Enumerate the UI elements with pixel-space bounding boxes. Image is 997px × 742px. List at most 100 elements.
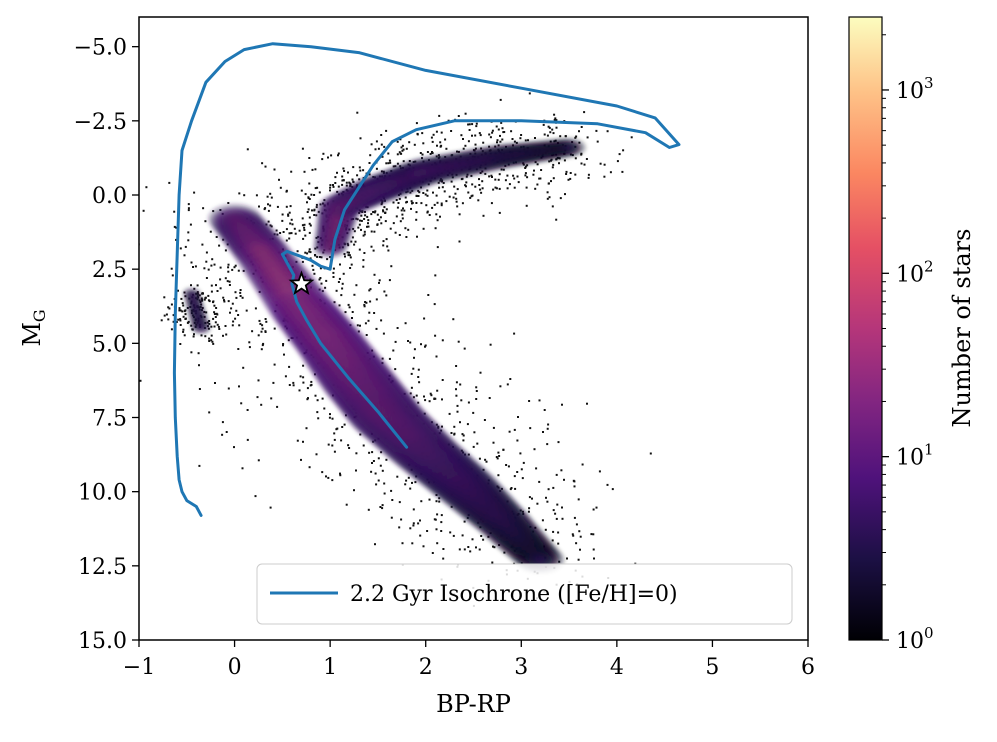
scatter-point [425, 204, 428, 207]
scatter-point [398, 234, 401, 236]
scatter-point [369, 288, 372, 291]
scatter-point [482, 538, 485, 541]
scatter-point [426, 211, 429, 214]
scatter-point [395, 199, 398, 201]
scatter-point [323, 407, 326, 410]
scatter-point [372, 249, 375, 252]
scatter-point [383, 290, 386, 293]
scatter-point [348, 447, 351, 449]
scatter-point [373, 312, 376, 314]
scatter-point [432, 133, 435, 136]
scatter-point [182, 304, 185, 307]
scatter-point [294, 232, 297, 235]
scatter-point [464, 144, 467, 147]
scatter-point [339, 472, 341, 475]
plot-background [139, 17, 808, 640]
scatter-point [364, 214, 367, 217]
scatter-point [477, 199, 480, 202]
scatter-point [426, 194, 429, 197]
scatter-point [573, 480, 576, 483]
scatter-point [227, 387, 230, 390]
scatter-point [343, 170, 346, 172]
scatter-point [315, 206, 318, 209]
scatter-point [598, 470, 601, 473]
scatter-point [224, 277, 227, 280]
scatter-point [380, 143, 383, 146]
scatter-point [316, 186, 319, 189]
scatter-point [179, 324, 182, 326]
scatter-point [433, 518, 436, 521]
scatter-point [468, 123, 471, 126]
scatter-point [237, 314, 240, 316]
scatter-point [217, 325, 220, 328]
scatter-point [382, 332, 385, 335]
scatter-point [227, 202, 230, 204]
scatter-point [248, 341, 251, 344]
scatter-point [455, 388, 457, 391]
scatter-point [392, 349, 395, 352]
scatter-point [555, 126, 558, 129]
scatter-point [417, 401, 420, 404]
scatter-point [483, 419, 486, 421]
scatter-point [611, 488, 614, 491]
scatter-point [181, 302, 184, 305]
scatter-point [379, 216, 382, 219]
scatter-point [423, 317, 426, 320]
scatter-point [235, 309, 238, 312]
density-cell [199, 327, 203, 330]
scatter-point [416, 235, 418, 238]
scatter-point [580, 153, 583, 156]
scatter-point [548, 126, 551, 129]
scatter-point [211, 340, 214, 343]
scatter-point [431, 206, 434, 209]
scatter-point [309, 224, 312, 227]
scatter-point [463, 347, 466, 350]
scatter-point [467, 191, 470, 194]
scatter-point [419, 534, 422, 537]
scatter-point [480, 191, 483, 194]
scatter-point [281, 219, 284, 222]
y-tick-label: 10.0 [78, 481, 127, 506]
scatter-point [464, 184, 467, 187]
scatter-point [182, 315, 185, 318]
scatter-point [266, 195, 269, 198]
scatter-point [586, 136, 589, 139]
scatter-point [527, 139, 529, 142]
scatter-point [417, 522, 420, 525]
scatter-point [308, 222, 311, 225]
scatter-point [436, 542, 439, 545]
scatter-point [436, 201, 439, 204]
scatter-point [422, 227, 425, 230]
scatter-point [489, 343, 492, 346]
scatter-point [474, 134, 477, 137]
scatter-point [183, 334, 186, 337]
scatter-point [595, 506, 598, 509]
scatter-point [497, 474, 500, 477]
scatter-point [301, 260, 304, 263]
scatter-point [498, 173, 501, 176]
scatter-point [170, 267, 173, 270]
scatter-point [205, 260, 208, 263]
scatter-point [404, 227, 407, 230]
scatter-point [392, 165, 395, 168]
scatter-point [288, 211, 291, 214]
scatter-point [524, 172, 527, 175]
scatter-point [579, 535, 582, 538]
scatter-point [440, 530, 443, 532]
scatter-point [288, 384, 291, 386]
scatter-point [163, 314, 166, 317]
scatter-point [448, 412, 451, 415]
scatter-point [256, 396, 259, 399]
scatter-point [282, 231, 285, 233]
legend: 2.2 Gyr Isochrone ([Fe/H]=0) [256, 563, 793, 625]
scatter-point [479, 188, 482, 191]
scatter-point [388, 279, 391, 282]
scatter-point [441, 425, 443, 428]
scatter-point [190, 284, 192, 287]
scatter-point [458, 548, 461, 551]
y-tick-label: 12.5 [78, 555, 127, 580]
scatter-point [438, 114, 441, 117]
scatter-point [558, 162, 560, 165]
scatter-point [578, 530, 581, 533]
scatter-point [329, 186, 332, 189]
